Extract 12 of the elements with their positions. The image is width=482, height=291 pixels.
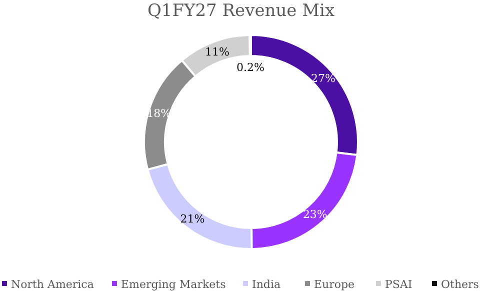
data-label: 11%: [205, 45, 230, 58]
legend-label: Others: [441, 278, 480, 291]
legend-label: PSAI: [385, 278, 412, 291]
legend-label: North America: [11, 278, 94, 291]
data-label: 27%: [311, 72, 336, 85]
chart-title: Q1FY27 Revenue Mix: [147, 1, 335, 21]
data-label: 21%: [180, 212, 205, 226]
data-label: 0.2%: [236, 60, 265, 74]
legend-label: Emerging Markets: [121, 278, 226, 291]
data-label: 23%: [302, 208, 328, 221]
legend-label: India: [252, 278, 281, 291]
legend-label: Europe: [314, 278, 355, 291]
